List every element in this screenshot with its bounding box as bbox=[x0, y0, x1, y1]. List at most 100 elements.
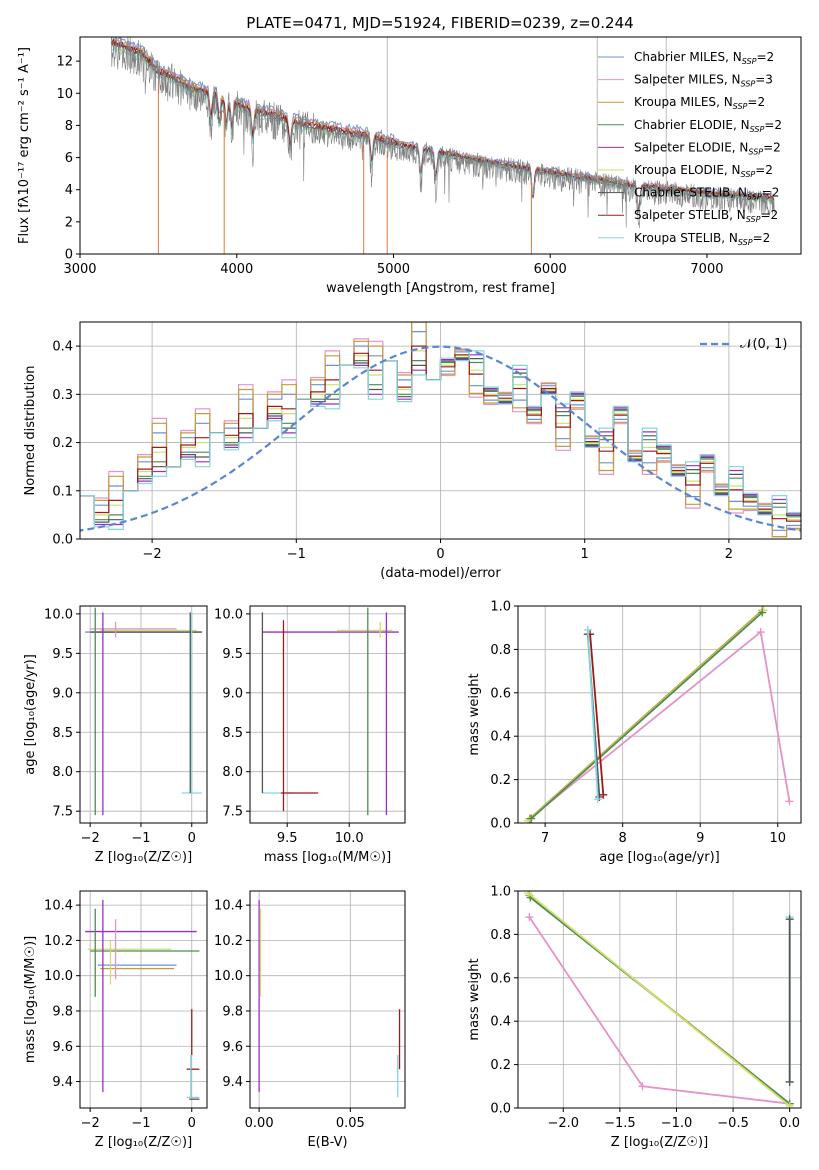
y-tick-label: 0.2 bbox=[52, 436, 73, 451]
weight-line-chabrier-elodie bbox=[530, 611, 763, 820]
gaussian-curve bbox=[80, 345, 801, 532]
panel-age-vs-Z: −2 −1 0 7.5 8.0 8.5 9.0 9.5 10.0 Z [log₁₀(Z/Z☉)] a… bbox=[23, 605, 208, 865]
legend-item-chabrier-miles: Chabrier MILES, NSSP=2 bbox=[598, 50, 774, 66]
legend-item-salpeter-elodie: Salpeter ELODIE, NSSP=2 bbox=[598, 140, 781, 156]
y-tick-label: 0.4 bbox=[490, 1015, 511, 1030]
weight-line-kroupa-stelib bbox=[586, 629, 599, 800]
x-tick-label: 3000 bbox=[63, 262, 96, 277]
x-tick-label: −0.5 bbox=[717, 1116, 749, 1131]
y-tick-label: 0.8 bbox=[490, 928, 511, 943]
legend-nssp-value: 2 bbox=[757, 95, 765, 109]
y-tick-label: 7.5 bbox=[222, 805, 243, 820]
plot-area bbox=[110, 37, 775, 254]
legend-series-name: Salpeter MILES bbox=[634, 73, 724, 87]
axes-frame bbox=[517, 605, 802, 824]
gridlines bbox=[80, 606, 207, 823]
y-tick-label: 9.6 bbox=[52, 1040, 73, 1055]
weight-line-salpeter-stelib bbox=[589, 634, 605, 795]
y-tick-label: 10.2 bbox=[214, 934, 243, 949]
x-tick-label: 0 bbox=[436, 547, 444, 562]
weight-marker-chabrier-stelib bbox=[785, 1077, 794, 1086]
legend-nssp-prefix: , N bbox=[732, 140, 749, 154]
y-tick-label: 0.0 bbox=[490, 817, 511, 832]
legend-nssp-prefix: , N bbox=[716, 95, 733, 109]
y-tick-label: 0 bbox=[65, 248, 73, 263]
y-tick-label: 6 bbox=[65, 151, 73, 166]
legend-nssp-value: 2 bbox=[767, 50, 775, 64]
axes-frame bbox=[249, 605, 406, 824]
x-tick-label: 10 bbox=[769, 831, 786, 846]
observed-spectrum bbox=[111, 37, 775, 228]
y-tick-label: 8.0 bbox=[222, 765, 243, 780]
legend-series-name: Kroupa MILES bbox=[634, 95, 716, 109]
y-tick-label: 9.8 bbox=[222, 1004, 243, 1019]
y-tick-label: 0.6 bbox=[490, 686, 511, 701]
x-tick-label: −2 bbox=[81, 1116, 100, 1131]
x-axis-label: Z [log₁₀(Z/Z☉)] bbox=[95, 1135, 192, 1150]
panel-residuals: −2 −1 0 1 2 0.0 0.1 0.2 0.3 0.4 (data-model)/error… bbox=[23, 321, 802, 581]
y-tick-label: 10.4 bbox=[44, 899, 73, 914]
y-tick-label: 0.2 bbox=[490, 773, 511, 788]
x-axis-label: Z [log₁₀(Z/Z☉)] bbox=[611, 1135, 708, 1150]
x-axis-label: (data-model)/error bbox=[380, 566, 501, 581]
legend-nssp-subscript: SSP bbox=[746, 215, 761, 224]
legend-item-chabrier-elodie: Chabrier ELODIE, NSSP=2 bbox=[598, 118, 782, 134]
legend-label: Kroupa STELIB, NSSP=2 bbox=[634, 231, 770, 247]
legend-label: Salpeter ELODIE, NSSP=2 bbox=[634, 140, 781, 156]
y-tick-label: 8.5 bbox=[52, 726, 73, 741]
y-axis-label: mass [log₁₀(M/M☉)] bbox=[23, 936, 38, 1063]
weight-marker-kroupa-elodie bbox=[524, 891, 533, 898]
y-tick-label: 10.2 bbox=[44, 934, 73, 949]
y-tick-label: 0.0 bbox=[490, 1102, 511, 1117]
y-tick-label: 0.4 bbox=[490, 730, 511, 745]
legend-series-name: Salpeter ELODIE bbox=[634, 140, 732, 154]
y-tick-label: 10.0 bbox=[44, 969, 73, 984]
x-tick-label: −2 bbox=[81, 831, 100, 846]
panel-mass-vs-EBV: 0.00 0.05 9.4 9.6 9.8 10.0 10.2 10.4 E(B-V) bbox=[214, 890, 406, 1150]
legend-nssp-prefix: , N bbox=[721, 231, 738, 245]
x-axis-label: wavelength [Angstrom, rest frame] bbox=[326, 281, 555, 296]
axes-frame bbox=[249, 890, 406, 1109]
x-axis-label: Z [log₁₀(Z/Z☉)] bbox=[95, 850, 192, 865]
x-tick-label: −1 bbox=[131, 1116, 150, 1131]
axes-frame bbox=[517, 890, 802, 1109]
gridlines bbox=[80, 891, 207, 1108]
y-tick-label: 8.0 bbox=[52, 765, 73, 780]
legend-item-kroupa-stelib: Kroupa STELIB, NSSP=2 bbox=[598, 231, 770, 247]
y-tick-label: 8 bbox=[65, 119, 73, 134]
y-tick-label: 9.4 bbox=[52, 1075, 73, 1090]
axes-frame bbox=[79, 890, 208, 1109]
legend-nssp-eq: = bbox=[764, 118, 774, 132]
x-axis-label: mass [log₁₀(M/M☉)] bbox=[264, 850, 391, 865]
plot-area bbox=[80, 322, 801, 538]
x-tick-label: 1 bbox=[581, 547, 589, 562]
panel-weight-vs-age: 7 8 9 10 0.0 0.2 0.4 0.6 0.8 1.0 age [log₁₀(age/yr… bbox=[467, 600, 802, 865]
x-tick-label: −1 bbox=[131, 831, 150, 846]
x-tick-label: 8 bbox=[619, 831, 627, 846]
y-tick-label: 9.0 bbox=[222, 686, 243, 701]
y-tick-label: 9.5 bbox=[222, 647, 243, 662]
plot-area bbox=[261, 607, 399, 816]
weight-marker-salpeter-miles bbox=[638, 1082, 647, 1091]
legend-label: Chabrier STELIB, NSSP=2 bbox=[634, 186, 779, 202]
legend-nssp-eq: = bbox=[747, 95, 757, 109]
gridlines bbox=[250, 891, 405, 1108]
y-tick-label: 7.5 bbox=[52, 805, 73, 820]
y-tick-label: 9.8 bbox=[52, 1004, 73, 1019]
weight-marker-kroupa-elodie bbox=[785, 1101, 794, 1108]
legend-nssp-subscript: SSP bbox=[742, 57, 757, 66]
legend-nssp-subscript: SSP bbox=[741, 170, 756, 179]
legend-nssp-prefix: , N bbox=[724, 163, 741, 177]
plot-area bbox=[524, 606, 794, 823]
legend-nssp-subscript: SSP bbox=[738, 238, 753, 247]
legend-nssp-prefix: , N bbox=[733, 118, 750, 132]
y-tick-label: 0.6 bbox=[490, 971, 511, 986]
y-tick-label: 0.8 bbox=[490, 643, 511, 658]
x-tick-label: −2.0 bbox=[547, 1116, 579, 1131]
panel-spectrum: 3000 4000 5000 6000 7000 0 2 4 6 8 10 12 wavelength … bbox=[17, 36, 802, 296]
legend-series-name: Chabrier ELODIE bbox=[634, 118, 733, 132]
panel-mass-vs-Z: −2 −1 0 9.4 9.6 9.8 10.0 10.2 10.4 Z [log₁₀(Z/Z☉)… bbox=[23, 890, 208, 1150]
y-tick-label: 12 bbox=[56, 55, 73, 70]
y-tick-label: 0.4 bbox=[52, 340, 73, 355]
gridlines bbox=[250, 606, 405, 823]
